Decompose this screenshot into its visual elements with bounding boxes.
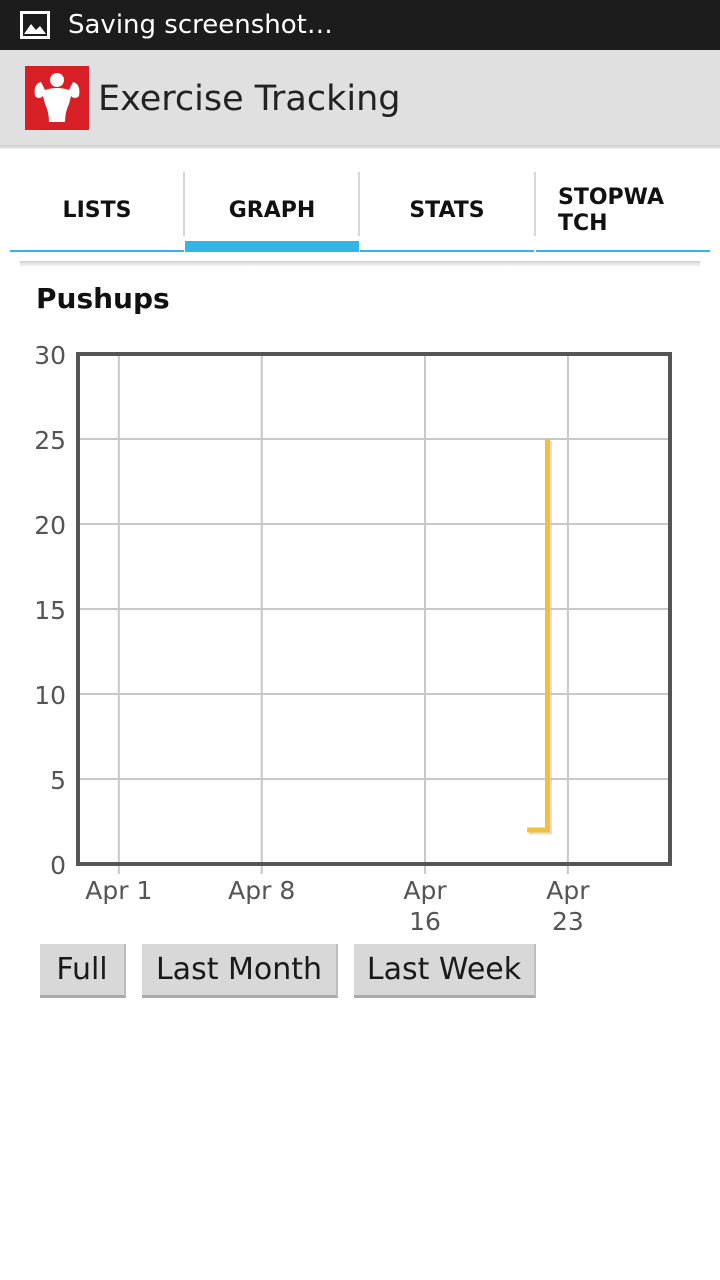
status-text: Saving screenshot… [68,10,333,40]
content-divider [20,261,700,267]
last-week-button[interactable]: Last Week [354,944,536,998]
last-month-button[interactable]: Last Month [142,944,338,998]
y-tick-label: 25 [34,426,66,455]
series-line [527,439,550,833]
tab-graph[interactable]: GRAPH [185,170,359,252]
image-icon [20,11,50,39]
tab-bar: LISTS GRAPH STATS STOPWA TCH [10,170,710,252]
tab-underline [360,250,534,252]
tab-stopwatch-label: STOPWA TCH [558,185,664,236]
pushups-chart: 0 5 10 15 20 25 30 Apr 1 Apr 8 Apr 16 Apr 23 [34,341,672,936]
plot-frame [76,352,672,866]
app-title: Exercise Tracking [98,79,401,119]
tab-underline [536,250,710,252]
tab-divider [534,172,536,236]
action-bar-shadow [0,145,720,149]
tab-divider [358,172,360,236]
graph-title: Pushups [36,282,170,315]
bodybuilder-icon[interactable] [25,66,89,130]
tab-stats-label: STATS [409,198,485,223]
tab-selected-indicator [185,241,359,252]
action-bar: Exercise Tracking [0,50,720,145]
tab-underline [10,250,184,252]
tab-lists-label: LISTS [62,198,132,223]
status-bar: Saving screenshot… [0,0,720,50]
x-tick-label: Apr 8 [228,876,295,905]
tab-graph-label: GRAPH [228,198,316,223]
y-tick-label: 30 [34,341,66,370]
y-tick-label: 0 [50,851,66,880]
tab-stats[interactable]: STATS [360,170,534,252]
x-tick-label: Apr 23 [546,876,590,936]
y-tick-label: 15 [34,596,66,625]
tab-lists[interactable]: LISTS [10,170,184,252]
tab-divider [183,172,185,236]
y-tick-label: 20 [34,511,66,540]
tab-stopwatch[interactable]: STOPWA TCH [536,170,710,252]
y-tick-label: 10 [34,681,66,710]
y-tick-label: 5 [50,766,66,795]
x-tick-label: Apr 1 [85,876,152,905]
x-tick-label: Apr 16 [403,876,447,936]
full-range-button[interactable]: Full [40,944,126,998]
